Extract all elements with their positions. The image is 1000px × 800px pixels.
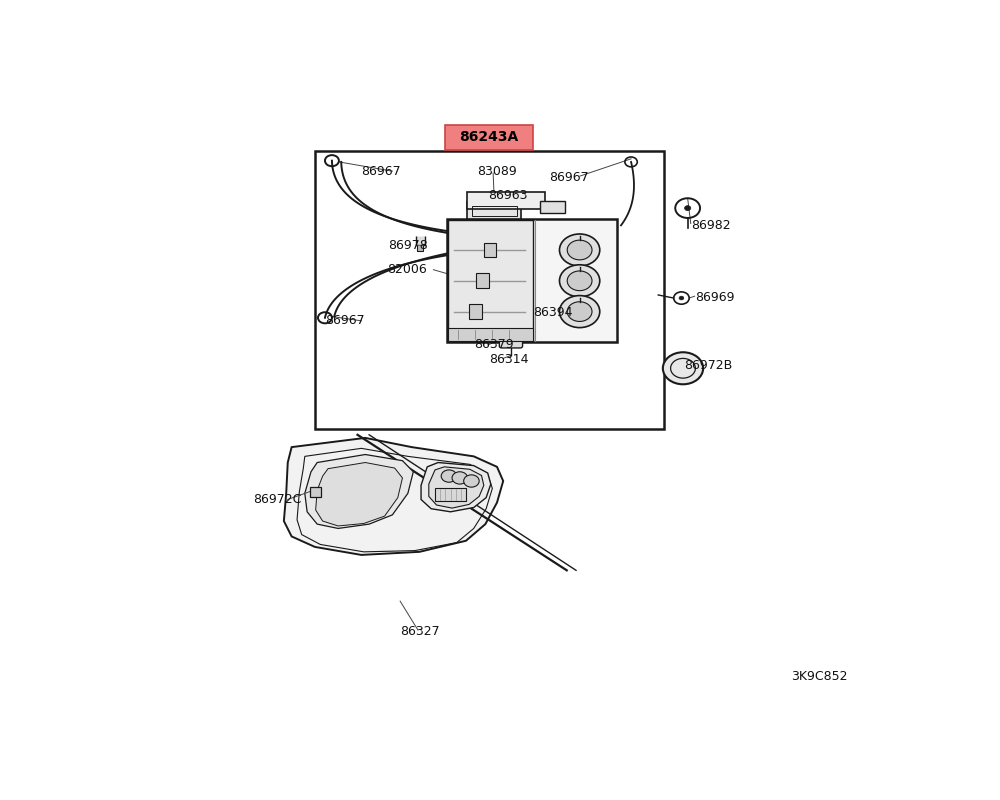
Polygon shape bbox=[316, 462, 402, 526]
Text: 86967: 86967 bbox=[325, 314, 365, 327]
Polygon shape bbox=[429, 467, 484, 508]
Text: 86967: 86967 bbox=[361, 165, 401, 178]
Circle shape bbox=[559, 265, 600, 297]
Circle shape bbox=[567, 271, 592, 290]
Circle shape bbox=[663, 352, 703, 384]
Circle shape bbox=[452, 472, 468, 484]
Polygon shape bbox=[421, 462, 491, 512]
Text: 86963: 86963 bbox=[488, 190, 527, 202]
PathPatch shape bbox=[416, 236, 425, 245]
Circle shape bbox=[559, 295, 600, 328]
Bar bbox=[469, 304, 482, 319]
Bar bbox=[540, 201, 565, 213]
Text: 86243A: 86243A bbox=[460, 130, 519, 144]
Bar bbox=[476, 274, 489, 288]
Text: 86969: 86969 bbox=[695, 291, 734, 304]
Bar bbox=[472, 206, 517, 215]
Text: 86394: 86394 bbox=[533, 306, 573, 319]
Text: 86982: 86982 bbox=[691, 219, 730, 232]
Circle shape bbox=[441, 470, 457, 482]
Bar bbox=[435, 488, 466, 502]
Circle shape bbox=[679, 296, 684, 300]
Polygon shape bbox=[305, 454, 413, 529]
Circle shape bbox=[685, 206, 691, 210]
Bar bbox=[448, 221, 533, 341]
Circle shape bbox=[559, 234, 600, 266]
Text: 86972B: 86972B bbox=[685, 359, 733, 372]
FancyBboxPatch shape bbox=[445, 125, 533, 150]
Text: 86314: 86314 bbox=[489, 353, 529, 366]
Circle shape bbox=[464, 475, 479, 487]
FancyBboxPatch shape bbox=[499, 333, 523, 348]
Text: 86972C: 86972C bbox=[253, 493, 301, 506]
PathPatch shape bbox=[417, 245, 423, 251]
Bar bbox=[310, 487, 321, 497]
Bar bbox=[467, 192, 545, 210]
Circle shape bbox=[567, 240, 592, 260]
Text: 3K9C852: 3K9C852 bbox=[792, 670, 848, 682]
Text: 86379: 86379 bbox=[474, 338, 513, 351]
Bar bbox=[447, 219, 617, 342]
Polygon shape bbox=[284, 438, 503, 555]
Text: 82006: 82006 bbox=[387, 263, 427, 276]
Text: 83089: 83089 bbox=[478, 165, 517, 178]
Bar bbox=[448, 328, 533, 341]
Bar bbox=[467, 202, 521, 219]
Text: 86327: 86327 bbox=[400, 626, 440, 638]
Circle shape bbox=[567, 302, 592, 322]
Text: 86967: 86967 bbox=[549, 171, 589, 184]
Bar bbox=[484, 242, 496, 258]
Text: 86978: 86978 bbox=[388, 239, 428, 252]
Bar bbox=[315, 151, 664, 429]
